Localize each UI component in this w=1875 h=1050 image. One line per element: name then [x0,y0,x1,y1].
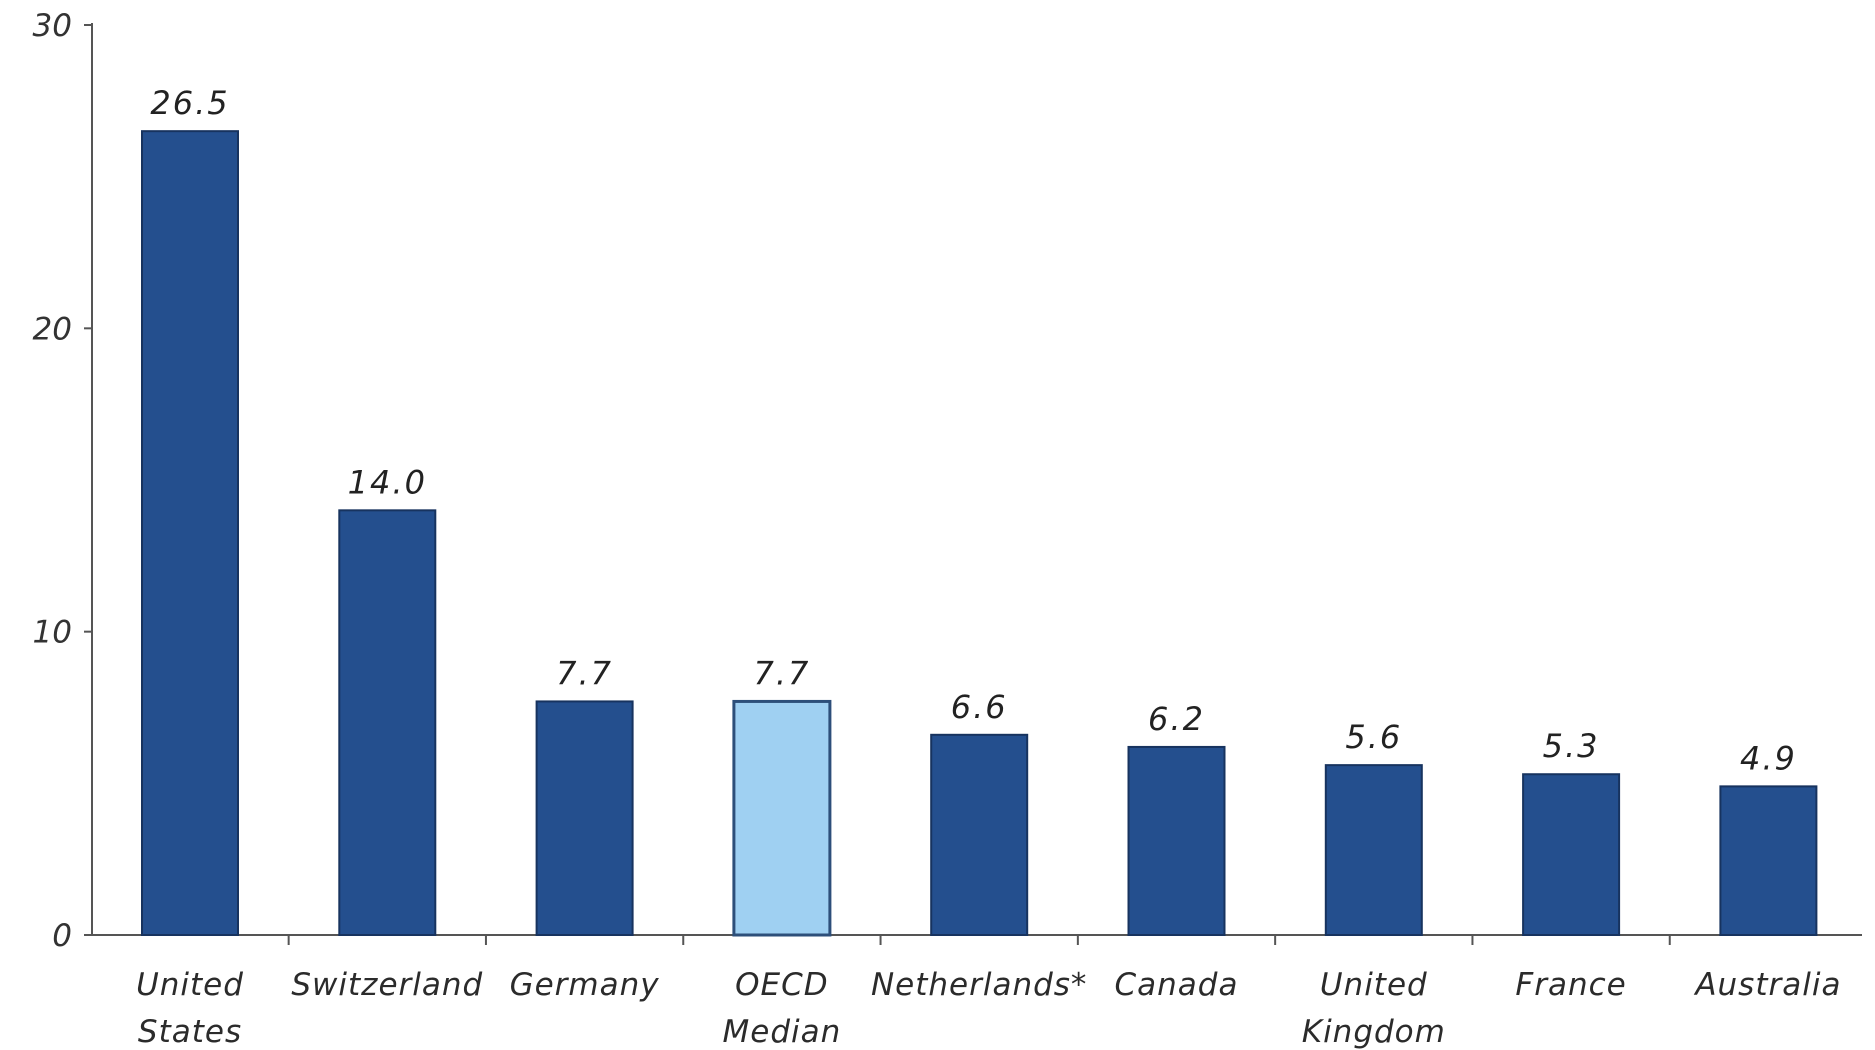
value-label: 7.7 [556,654,613,692]
category-label: Canada [1115,967,1239,1003]
category-label: Switzerland [291,967,483,1003]
category-label: Netherlands* [871,967,1087,1003]
value-label: 6.6 [951,688,1008,726]
category-label: OECD [735,967,829,1003]
category-label: France [1515,967,1626,1003]
category-label: Australia [1693,967,1841,1003]
category-label: United [1320,967,1428,1003]
bar [1719,785,1818,936]
bar [1522,773,1621,936]
value-label: 4.9 [1740,739,1797,777]
value-label: 5.6 [1345,718,1402,756]
value-labels: 26.5 14.0 7.7 7.7 6.6 6.2 5.6 5.3 4.9 [150,84,1797,777]
bar-highlight [732,699,832,937]
category-label: Kingdom [1302,1014,1446,1050]
bar [930,733,1029,936]
x-axis [92,934,1862,945]
bar [535,700,634,937]
category-label: United [136,967,244,1003]
category-label: States [138,1014,242,1050]
y-tick-label: 20 [33,311,72,347]
bar [1324,764,1423,937]
value-label: 7.7 [753,654,810,692]
y-tick-label: 10 [33,615,72,651]
bar [141,130,239,936]
bar [338,509,437,936]
category-label: Germany [510,967,660,1003]
bars [141,130,1818,937]
value-label: 5.3 [1543,727,1600,765]
bar [1127,745,1226,937]
category-label: Median [723,1014,842,1050]
y-tick-label: 0 [52,918,72,954]
value-label: 14.0 [348,463,427,501]
y-tick-label: 30 [33,8,72,44]
value-label: 6.2 [1148,700,1205,738]
value-label: 26.5 [150,84,229,122]
category-labels: United States Switzerland Germany OECD Median… [136,967,1841,1050]
y-axis: 0 10 20 30 [33,8,93,954]
